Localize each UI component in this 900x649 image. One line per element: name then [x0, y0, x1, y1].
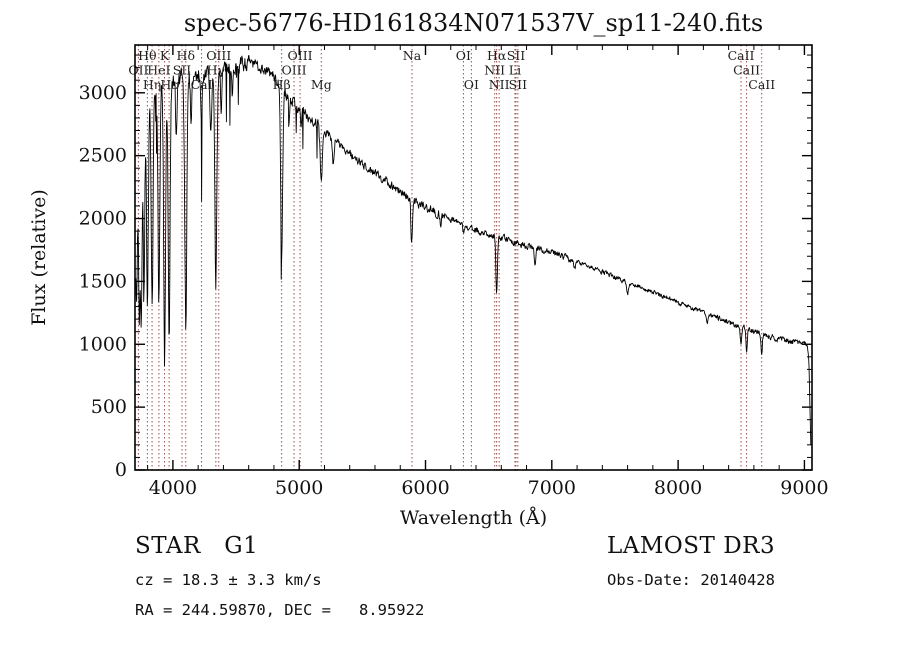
x-tick-label: 9000 [780, 477, 828, 499]
spectral-line-label: OI [464, 77, 479, 92]
spectral-line-label: Hβ [273, 77, 291, 92]
spectral-line-label: HeI [147, 63, 170, 78]
y-tick-label: 1500 [79, 270, 127, 292]
y-tick-label: 0 [115, 459, 127, 481]
spectral-line-label: OIII [206, 48, 231, 63]
spectral-line-label: CaII [733, 63, 760, 78]
y-tick-label: 2500 [79, 145, 127, 167]
spectral-line-label: Hθ [138, 48, 156, 63]
object-class-label: STAR G1 [135, 533, 259, 559]
spectrum-plot: spec-56776-HD161834N071537V_sp11-240.fit… [28, 9, 829, 529]
obs-date-value: Obs-Date: 20140428 [607, 571, 775, 589]
spectral-line-label: SII [509, 77, 528, 92]
y-axis-label: Flux (relative) [28, 189, 50, 326]
spectral-line-label: SII [173, 63, 192, 78]
plot-title: spec-56776-HD161834N071537V_sp11-240.fit… [184, 9, 763, 37]
y-tick-label: 1000 [79, 333, 127, 355]
spectral-line-label: K [160, 48, 170, 63]
footer-left: STAR G1 cz = 18.3 ± 3.3 km/s RA = 244.59… [135, 533, 424, 619]
spectral-line-label: Hη [143, 77, 161, 92]
spectral-line-label: OI [456, 48, 471, 63]
spectral-line-label: NII [489, 77, 510, 92]
x-tick-label: 5000 [275, 477, 323, 499]
x-tick-label: 7000 [528, 477, 576, 499]
spectral-line-label: Na [403, 48, 422, 63]
y-tick-label: 2000 [79, 208, 127, 230]
spectral-line-label: OII [128, 63, 148, 78]
y-tick-label: 500 [91, 396, 127, 418]
spectral-line-label: OIII [281, 63, 306, 78]
spectral-line-label: OIII [288, 48, 313, 63]
spectral-line-label: Hε [160, 77, 177, 92]
spectral-line-label: NII [484, 63, 505, 78]
line-marker-labels: OIIHθHηHeIKHεSIIHδCaIHγOIIIHβOIIIOIIIMgN… [128, 48, 775, 92]
x-tick-label: 4000 [149, 477, 197, 499]
cz-value: cz = 18.3 ± 3.3 km/s [135, 571, 322, 589]
spectral-line-label: Hγ [207, 63, 225, 78]
ra-dec-value: RA = 244.59870, DEC = 8.95922 [135, 601, 425, 619]
spectrum-trace [135, 54, 812, 445]
x-tick-label: 8000 [654, 477, 702, 499]
spectral-line-label: Mg [311, 77, 332, 92]
axes: 4000 5000 6000 7000 8000 9000 0 500 1000 1500 2000… [79, 44, 829, 499]
spectral-line-label: SII [507, 48, 526, 63]
x-tick-label: 6000 [401, 477, 449, 499]
spectral-line-label: CaI [191, 77, 213, 92]
line-markers [137, 45, 763, 470]
spectral-line-label: CaII [728, 48, 755, 63]
spectral-line-label: Hα [487, 48, 507, 63]
spectral-line-label: CaII [748, 77, 775, 92]
survey-label: LAMOST DR3 [607, 533, 776, 559]
x-axis-label: Wavelength (Å) [400, 507, 547, 529]
spectral-line-label: Hδ [177, 48, 195, 63]
spectral-line-label: Li [509, 63, 521, 78]
footer-right: LAMOST DR3 Obs-Date: 20140428 [607, 533, 775, 589]
y-tick-label: 3000 [79, 82, 127, 104]
plot-frame [134, 44, 813, 471]
